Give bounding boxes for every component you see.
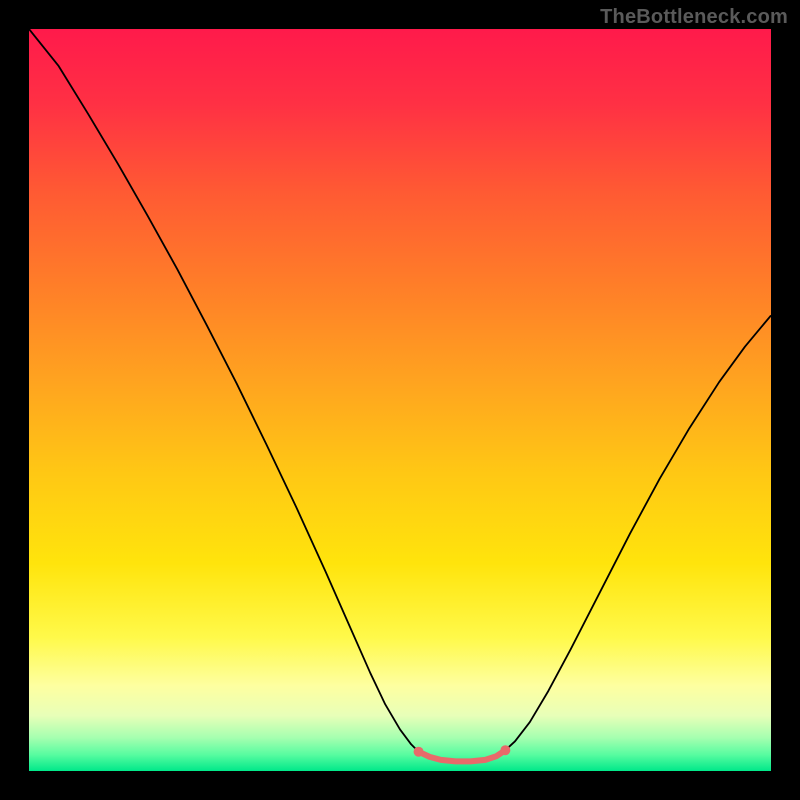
plot-area xyxy=(29,29,771,771)
watermark-text: TheBottleneck.com xyxy=(600,6,788,29)
gradient-background xyxy=(29,29,771,771)
chart-frame: TheBottleneck.com xyxy=(0,0,800,800)
trough-end-marker xyxy=(500,745,510,755)
trough-start-marker xyxy=(414,747,424,757)
bottleneck-curve-chart xyxy=(29,29,771,771)
